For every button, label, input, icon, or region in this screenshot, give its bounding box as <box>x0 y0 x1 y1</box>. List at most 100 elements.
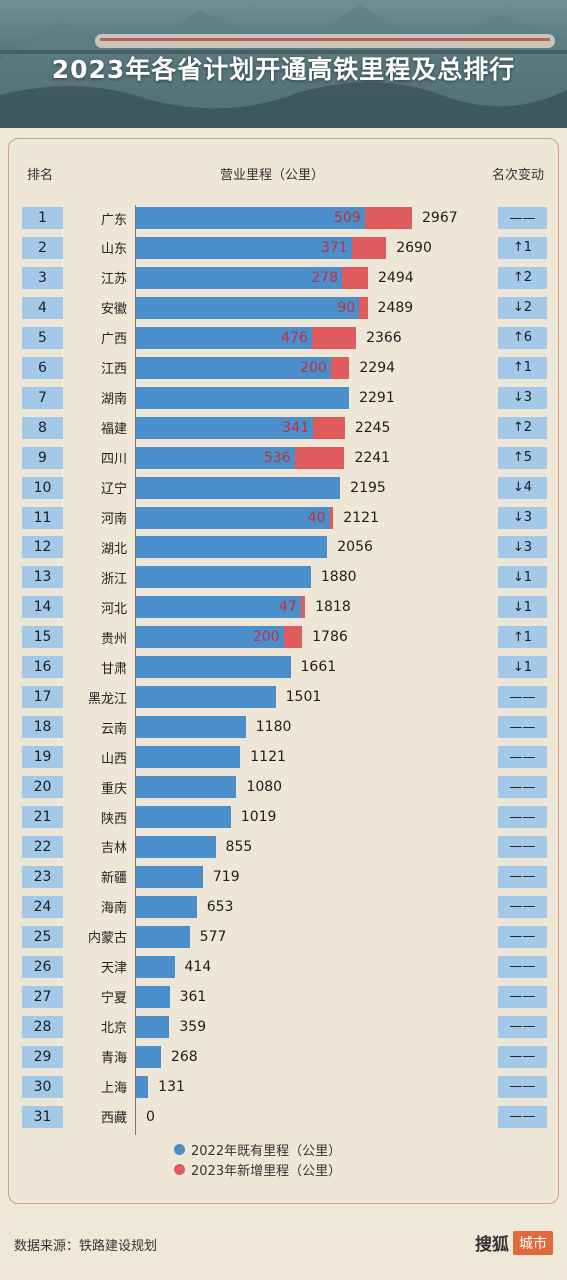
table-row: 14 河北 47 1818 ↓1 <box>0 594 567 620</box>
total-value-label: 1121 <box>250 749 286 766</box>
bar-existing <box>136 566 311 589</box>
bar-existing <box>136 626 284 649</box>
added-value-label: 341 <box>282 419 310 436</box>
table-row: 12 湖北 2056 ↓3 <box>0 534 567 560</box>
rank-change-badge: ↓3 <box>498 506 547 529</box>
table-row: 21 陕西 1019 —— <box>0 804 567 830</box>
rank-change-badge: —— <box>498 746 547 769</box>
total-value-label: 2195 <box>350 479 386 496</box>
total-value-label: 2121 <box>343 509 379 526</box>
bar-new <box>283 626 303 649</box>
rank-change-badge: ↑1 <box>498 626 547 649</box>
province-label: 湖南 <box>100 392 127 408</box>
rank-badge: 26 <box>22 955 63 978</box>
province-label: 贵州 <box>100 631 127 647</box>
mileage-header: 营业里程（公里） <box>220 168 325 183</box>
total-value-label: 719 <box>212 868 240 885</box>
legend-item-added: 2023年新增里程（公里） <box>174 1160 341 1179</box>
province-label: 广东 <box>100 212 127 228</box>
rank-change-badge: ↓3 <box>498 386 547 409</box>
rank-change-badge: —— <box>498 955 547 978</box>
data-source: 数据来源：铁路建设规划 <box>14 1239 158 1254</box>
rank-badge: 4 <box>22 296 63 319</box>
rank-badge: 23 <box>22 865 63 888</box>
rank-change-badge: ↓1 <box>498 566 547 589</box>
bar-existing <box>136 716 246 739</box>
bar-new <box>330 356 350 379</box>
table-row: 27 宁夏 361 —— <box>0 984 567 1010</box>
added-value-label: 371 <box>320 239 348 256</box>
rank-change-badge: —— <box>498 835 547 858</box>
province-label: 甘肃 <box>100 661 127 677</box>
rank-change-badge: —— <box>498 686 547 709</box>
rank-badge: 5 <box>22 326 63 349</box>
rank-badge: 17 <box>22 686 63 709</box>
province-label: 重庆 <box>100 781 127 797</box>
rank-badge: 24 <box>22 895 63 918</box>
rank-badge: 11 <box>22 506 63 529</box>
total-value-label: 1019 <box>240 809 277 825</box>
rank-change-badge: —— <box>498 895 547 918</box>
added-value-label: 278 <box>311 269 339 286</box>
total-value-label: 1080 <box>246 779 283 796</box>
bar-existing <box>136 656 291 679</box>
bar-existing <box>136 925 190 948</box>
rank-badge: 21 <box>22 806 63 828</box>
bar-existing <box>136 386 350 409</box>
province-label: 江西 <box>100 362 127 378</box>
bar-existing <box>136 326 312 349</box>
rank-change-badge: —— <box>498 716 547 739</box>
total-value-label: 2294 <box>359 359 396 376</box>
total-value-label: 2245 <box>354 419 391 436</box>
table-row: 5 广西 476 2366 ↑6 <box>0 325 567 351</box>
province-label: 山东 <box>100 242 127 258</box>
rank-badge: 15 <box>22 626 63 649</box>
added-value-label: 200 <box>252 629 280 646</box>
table-row: 25 内蒙古 577 —— <box>0 924 567 950</box>
bar-existing <box>136 776 237 799</box>
bar-existing <box>136 506 330 529</box>
total-value-label: 1786 <box>312 629 348 646</box>
rank-badge: 10 <box>22 476 63 499</box>
legend-item-existing: 2022年既有里程（公里） <box>174 1140 341 1159</box>
rank-badge: 16 <box>22 656 63 679</box>
rank-change-badge: —— <box>498 925 547 948</box>
rank-badge: 28 <box>22 1015 63 1038</box>
table-row: 30 上海 131 —— <box>0 1074 567 1100</box>
rank-change-badge: —— <box>498 985 547 1008</box>
table-row: 11 河南 40 2121 ↓3 <box>0 505 567 531</box>
table-row: 26 天津 414 —— <box>0 954 567 980</box>
total-value-label: 1501 <box>285 689 322 706</box>
bar-existing <box>136 686 276 709</box>
total-value-label: 2489 <box>377 299 414 316</box>
added-value-label: 476 <box>281 329 308 346</box>
added-value-label: 90 <box>337 299 356 316</box>
total-value-label: 2494 <box>378 269 414 286</box>
rank-change-badge: —— <box>498 806 547 828</box>
rank-badge: 27 <box>22 985 63 1008</box>
rank-badge: 25 <box>22 925 63 948</box>
table-row: 17 黑龙江 1501 —— <box>0 684 567 710</box>
bar-new <box>311 326 357 349</box>
bar-existing <box>136 985 170 1008</box>
total-value-label: 1180 <box>255 719 292 736</box>
table-row: 24 海南 653 —— <box>0 894 567 920</box>
province-label: 四川 <box>100 452 127 468</box>
rank-change-badge: —— <box>498 776 547 799</box>
total-value-label: 577 <box>199 928 227 945</box>
province-label: 河南 <box>100 512 127 527</box>
rank-change-badge: —— <box>498 1105 547 1128</box>
rank-change-badge: ↑2 <box>498 266 547 289</box>
table-row: 2 山东 371 2690 ↑1 <box>0 235 567 261</box>
bar-new <box>364 207 412 229</box>
province-label: 浙江 <box>100 571 127 587</box>
rank-change-badge: —— <box>498 1075 547 1098</box>
brand-tag: 城市 <box>513 1230 553 1255</box>
table-row: 4 安徽 90 2489 ↓2 <box>0 295 567 321</box>
bar-existing <box>136 895 197 918</box>
rank-change-badge: ↑1 <box>498 356 547 379</box>
province-label: 河北 <box>100 601 127 617</box>
table-row: 29 青海 268 —— <box>0 1044 567 1070</box>
rank-badge: 30 <box>22 1075 63 1098</box>
bar-existing <box>136 746 241 769</box>
